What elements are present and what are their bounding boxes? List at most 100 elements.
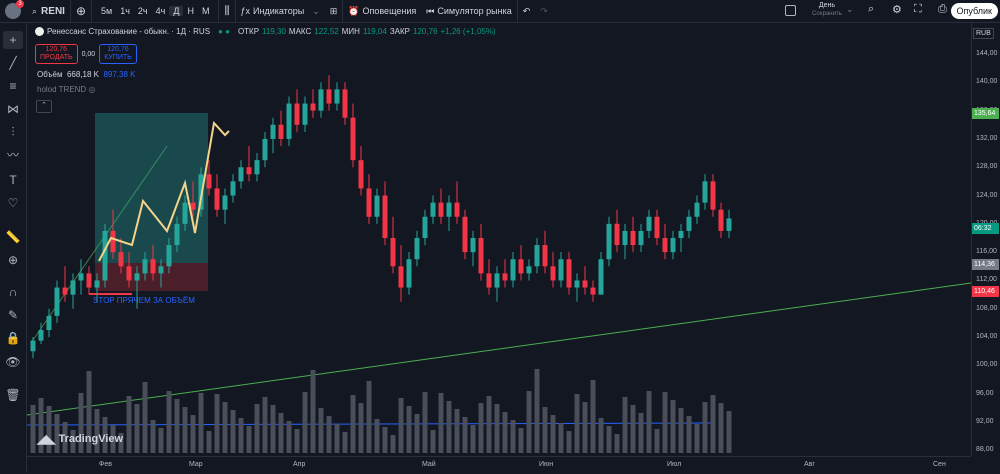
watermark-text: TradingView xyxy=(58,433,124,445)
price-tick: 112,00 xyxy=(976,276,997,284)
candle-body xyxy=(638,230,644,246)
fib-icon[interactable]: ⫶ xyxy=(11,125,15,139)
interval-3[interactable]: 4ч xyxy=(155,6,166,16)
candle-body xyxy=(182,202,188,224)
volume-bar xyxy=(54,414,60,453)
candle-body xyxy=(478,238,484,274)
fullscreen-icon[interactable]: ⛶ xyxy=(914,3,922,15)
volume-bar xyxy=(414,414,420,453)
quick-search-icon[interactable]: ⌕ xyxy=(868,3,875,15)
volume-bar xyxy=(574,394,580,453)
indicator-legend[interactable]: holod TREND ◎ xyxy=(37,85,95,94)
candle-body xyxy=(670,238,676,253)
symbol-search[interactable]: ⌕ RENI xyxy=(27,0,71,22)
layout-square-icon[interactable] xyxy=(785,5,796,16)
visibility-eye-icon[interactable]: ◎ xyxy=(88,85,96,94)
volume-bar xyxy=(662,392,668,453)
volume-bar xyxy=(166,391,172,453)
volume-bar xyxy=(38,398,44,453)
lock-icon[interactable]: 🔒 xyxy=(5,331,21,345)
crosshair-icon[interactable]: + xyxy=(3,31,23,49)
price-chart[interactable] xyxy=(27,23,971,456)
price-tick: 120,00 xyxy=(976,220,997,227)
chart-type-button[interactable]: ⫼ xyxy=(219,0,236,22)
pitchfork-icon[interactable]: ⋈ xyxy=(7,102,19,116)
volume-bar xyxy=(558,423,564,453)
candle-body xyxy=(582,280,588,288)
interval-2[interactable]: 2ч xyxy=(137,6,148,16)
sell-price: 120,76 xyxy=(45,46,67,53)
interval-0[interactable]: 5м xyxy=(101,6,113,16)
camera-icon[interactable]: ⎙ xyxy=(938,3,947,15)
layout-chevron-icon[interactable]: ⌄ xyxy=(846,4,854,14)
publish-button[interactable]: Опублик xyxy=(950,3,998,19)
candle-body xyxy=(374,195,380,217)
legend-dots-icon: ● ● xyxy=(218,27,230,36)
price-scale[interactable]: 144,00140,00136,00132,00128,00124,00120,… xyxy=(971,23,1000,456)
magnet-icon[interactable]: ∩ xyxy=(8,285,18,299)
price-label: 135,64 xyxy=(972,108,999,120)
volume-bar xyxy=(286,421,292,453)
candle-body xyxy=(366,188,372,217)
candle-body xyxy=(54,287,60,316)
time-tick: Сен xyxy=(933,461,946,468)
candle-body xyxy=(534,245,540,267)
price-tick: 140,00 xyxy=(976,78,998,86)
volume-bar xyxy=(422,392,428,453)
currency-label[interactable]: RUB xyxy=(973,28,994,39)
collapse-legend-button[interactable]: ⌃ xyxy=(36,100,52,113)
layout-name[interactable]: День Сохранить xyxy=(812,2,842,18)
volume-bar xyxy=(222,402,228,453)
settings-gear-icon[interactable]: ⚙ xyxy=(892,4,902,16)
grid-icon: ⊞ xyxy=(329,5,338,16)
pencil-lock-icon[interactable]: ✎ xyxy=(7,308,19,322)
heart-icon[interactable]: ♡ xyxy=(7,196,19,210)
interval-4[interactable]: Д xyxy=(169,6,184,16)
volume-bar xyxy=(454,409,460,453)
candle-body xyxy=(174,223,180,246)
pattern-icon[interactable]: 〰 xyxy=(6,148,19,162)
sell-button[interactable]: 120,76 ПРОДАТЬ xyxy=(35,44,78,64)
zoom-in-icon[interactable]: ⊕ xyxy=(7,253,19,267)
ruler-icon[interactable]: 📏 xyxy=(5,230,21,244)
undo-button[interactable]: ↶ xyxy=(518,0,536,22)
volume-bar xyxy=(670,400,676,453)
replay-button[interactable]: ⏮ Симулятор рынка xyxy=(421,0,518,22)
time-tick: Июн xyxy=(539,461,554,468)
trendline-icon[interactable]: ╱ xyxy=(9,56,17,70)
interval-5[interactable]: Н xyxy=(187,6,194,16)
candle-body xyxy=(518,259,524,274)
candle-body xyxy=(270,124,276,139)
candle-body xyxy=(350,117,356,161)
compare-button[interactable]: ⊕ xyxy=(71,0,93,22)
text-icon[interactable]: T xyxy=(9,173,17,187)
buy-button[interactable]: 120,76 КУПИТЬ xyxy=(99,44,137,64)
candle-body xyxy=(334,89,340,104)
horizontal-lines-icon[interactable]: ≡ xyxy=(9,79,17,93)
candle-body xyxy=(238,167,244,182)
close-label: ЗАКР xyxy=(389,27,410,36)
tradingview-logo[interactable]: ◢◣ TradingView xyxy=(37,432,123,446)
time-scale[interactable]: Фев Мар Апр Май Июн Июл Авг Сен xyxy=(27,456,971,474)
volume-bar xyxy=(438,393,444,453)
interval-group: 5м 1ч 2ч 4ч Д Н М xyxy=(92,0,220,22)
volume-legend: Объём 668,18 K 897,38 K xyxy=(37,70,135,79)
interval-6[interactable]: М xyxy=(201,6,210,16)
volume-bar xyxy=(430,430,436,453)
templates-button[interactable]: ⊞ xyxy=(325,0,344,22)
candle-body xyxy=(278,124,284,139)
time-tick: Июл xyxy=(667,461,682,468)
indicators-icon: ƒx xyxy=(240,6,251,16)
redo-button[interactable]: ↷ xyxy=(535,0,553,22)
alerts-button[interactable]: ⏰ Оповещения xyxy=(343,0,421,22)
candle-body xyxy=(342,89,348,118)
avatar[interactable]: 3 xyxy=(5,0,24,19)
indicators-button[interactable]: ƒx Индикаторы ⌄ xyxy=(236,0,325,22)
trash-icon[interactable]: 🗑 xyxy=(5,388,21,402)
alerts-label: Оповещения xyxy=(362,6,417,16)
candle-body xyxy=(62,287,68,295)
eye-icon[interactable]: 👁 xyxy=(5,355,21,369)
interval-1[interactable]: 1ч xyxy=(120,6,130,16)
candle-body xyxy=(422,216,428,238)
time-tick: Апр xyxy=(293,461,306,468)
